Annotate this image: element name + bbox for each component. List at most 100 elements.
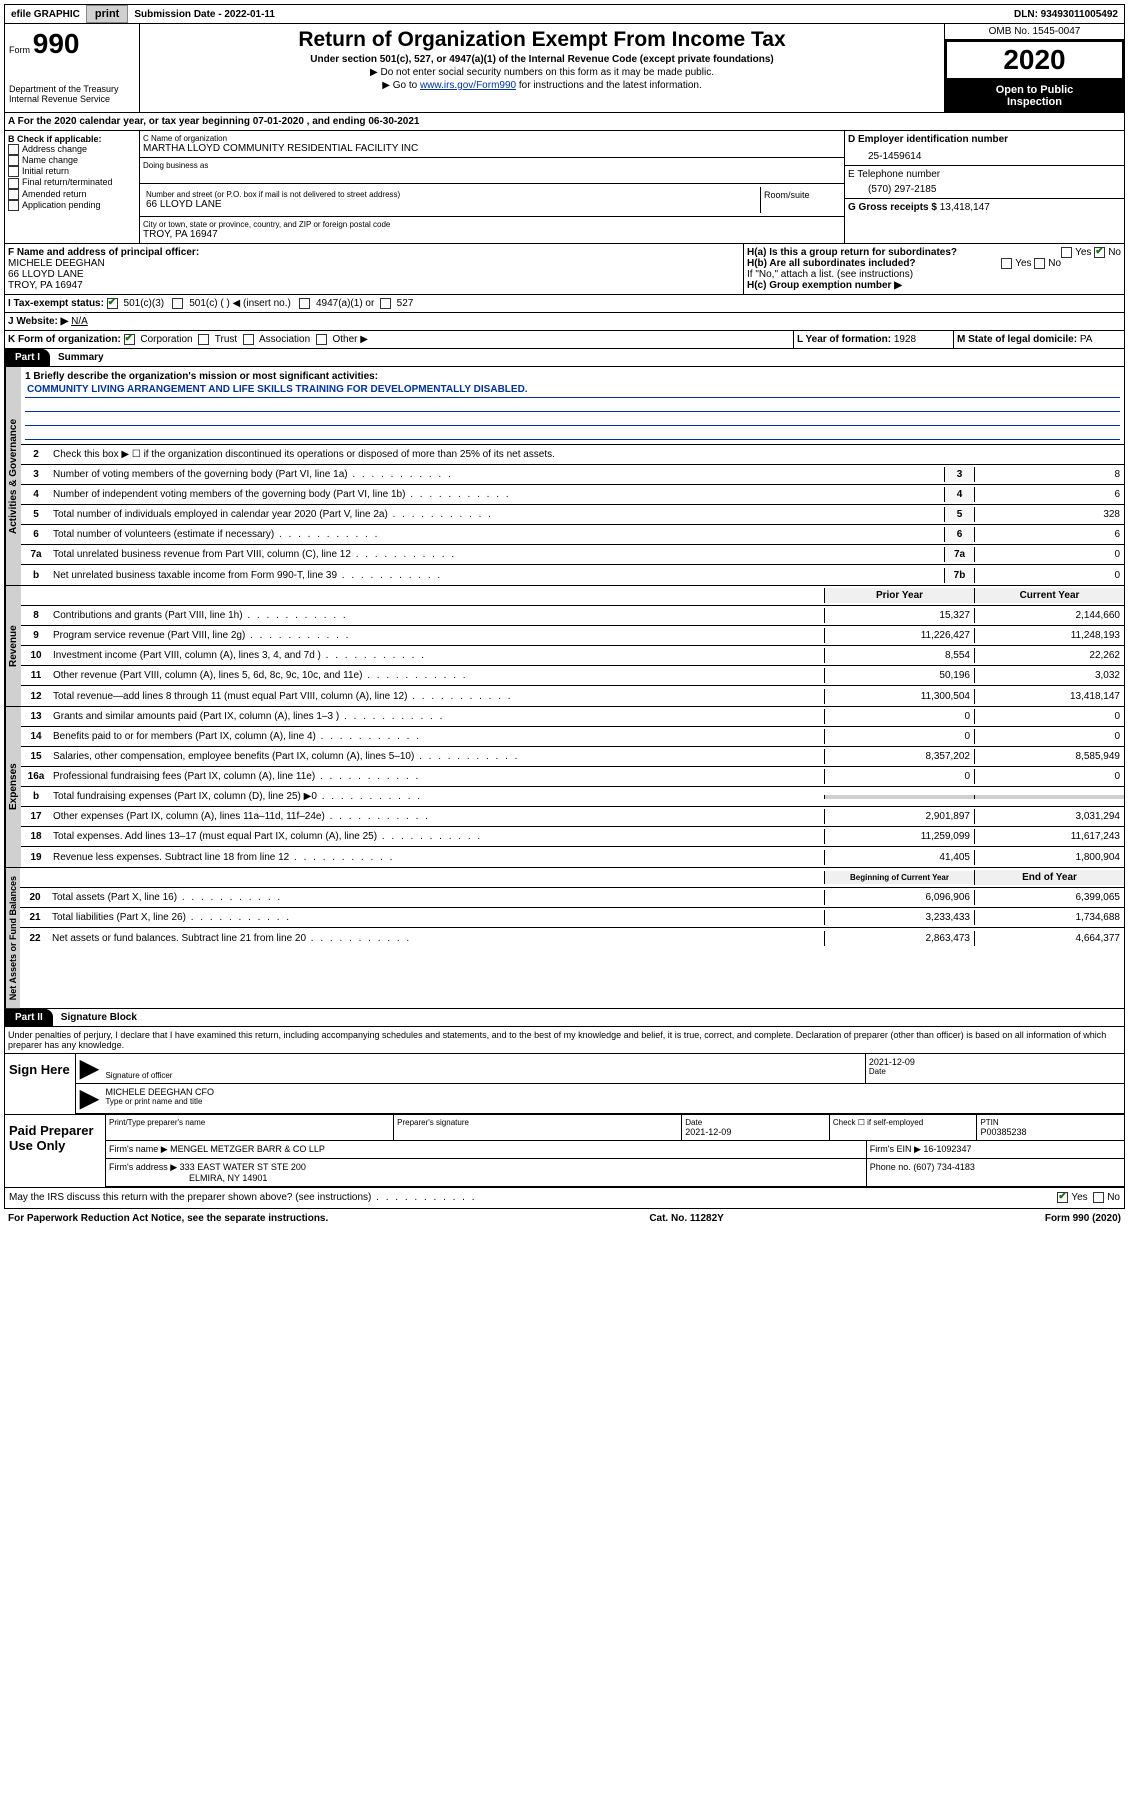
officer-label: F Name and address of principal officer: xyxy=(8,247,740,258)
sign-here-label: Sign Here xyxy=(5,1054,75,1114)
tax-status-row: I Tax-exempt status: 501(c)(3) 501(c) ( … xyxy=(4,295,1125,313)
checkbox-trust[interactable] xyxy=(198,334,209,345)
net-assets-block: Net Assets or Fund Balances Beginning of… xyxy=(4,868,1125,1009)
discuss-text: May the IRS discuss this return with the… xyxy=(9,1192,477,1203)
form-title: Return of Organization Exempt From Incom… xyxy=(144,28,940,52)
room-label: Room/suite xyxy=(761,187,841,213)
table-row: 21Total liabilities (Part X, line 26)3,2… xyxy=(20,908,1124,928)
street-label: Number and street (or P.O. box if mail i… xyxy=(146,190,757,199)
checkbox-final-return[interactable] xyxy=(8,178,19,189)
checkbox-row: Application pending xyxy=(8,200,136,211)
table-row: 22Net assets or fund balances. Subtract … xyxy=(20,928,1124,948)
firm-addr2: ELMIRA, NY 14901 xyxy=(109,1173,863,1183)
officer-addr1: 66 LLOYD LANE xyxy=(8,269,740,280)
part1-badge: Part I xyxy=(5,349,50,366)
checkbox-assoc[interactable] xyxy=(243,334,254,345)
table-row: bNet unrelated business taxable income f… xyxy=(21,565,1124,585)
org-form-label: K Form of organization: xyxy=(8,334,121,345)
topbar: efile GRAPHIC print Submission Date - 20… xyxy=(4,4,1125,24)
footer-center: Cat. No. 11282Y xyxy=(649,1213,723,1224)
hb-no[interactable] xyxy=(1034,258,1045,269)
table-row: 3Number of voting members of the governi… xyxy=(21,465,1124,485)
prior-year-header: Prior Year xyxy=(824,588,974,603)
website-row: J Website: ▶ N/A xyxy=(4,313,1125,331)
table-row: 20Total assets (Part X, line 16)6,096,90… xyxy=(20,888,1124,908)
phone-label: E Telephone number xyxy=(848,169,1121,180)
expenses-block: Expenses 13Grants and similar amounts pa… xyxy=(4,707,1125,868)
inspection-2: Inspection xyxy=(949,96,1120,108)
vert-revenue: Revenue xyxy=(5,586,21,706)
part1-header-row: Part I Summary xyxy=(4,349,1125,367)
prep-date: 2021-12-09 xyxy=(685,1127,826,1137)
firm-addr1: 333 EAST WATER ST STE 200 xyxy=(180,1162,306,1172)
revenue-block: Revenue Prior Year Current Year 8Contrib… xyxy=(4,586,1125,707)
mission-text: COMMUNITY LIVING ARRANGEMENT AND LIFE SK… xyxy=(25,382,1120,398)
checkbox-name-change[interactable] xyxy=(8,155,19,166)
org-form-row: K Form of organization: Corporation Trus… xyxy=(4,331,1125,349)
line2-text: Check this box ▶ ☐ if the organization d… xyxy=(51,447,1124,462)
discuss-no[interactable] xyxy=(1093,1192,1104,1203)
checkbox-other[interactable] xyxy=(316,334,327,345)
checkbox-4947[interactable] xyxy=(299,298,310,309)
gross-label: G Gross receipts $ xyxy=(848,202,937,213)
footer-left: For Paperwork Reduction Act Notice, see … xyxy=(8,1213,328,1224)
discuss-yes[interactable] xyxy=(1057,1192,1068,1203)
part1-title: Summary xyxy=(50,352,104,363)
checkbox-501c3[interactable] xyxy=(107,298,118,309)
checkbox-application-pending[interactable] xyxy=(8,200,19,211)
table-row: 10Investment income (Part VIII, column (… xyxy=(21,646,1124,666)
ha-yes[interactable] xyxy=(1061,247,1072,258)
arrow-icon: ▶ xyxy=(76,1084,102,1113)
domicile-label: M State of legal domicile: xyxy=(957,334,1077,345)
ha-no[interactable] xyxy=(1094,247,1105,258)
arrow-icon: ▶ xyxy=(76,1054,102,1083)
formation-label: L Year of formation: xyxy=(797,334,891,345)
firm-name-label: Firm's name ▶ xyxy=(109,1144,168,1154)
website-label: J Website: ▶ xyxy=(8,316,68,327)
city-value: TROY, PA 16947 xyxy=(143,229,841,240)
prep-phone-label: Phone no. xyxy=(870,1162,911,1172)
table-row: 4Number of independent voting members of… xyxy=(21,485,1124,505)
checkbox-row: Final return/terminated xyxy=(8,177,136,188)
website-value: N/A xyxy=(71,316,88,327)
hb-yes[interactable] xyxy=(1001,258,1012,269)
vert-net-assets: Net Assets or Fund Balances xyxy=(5,868,20,1008)
officer-typed-name: MICHELE DEEGHAN CFO xyxy=(105,1087,1121,1097)
checkbox-amended[interactable] xyxy=(8,189,19,200)
checkbox-527[interactable] xyxy=(380,298,391,309)
tax-status-label: I Tax-exempt status: xyxy=(8,298,104,309)
checkbox-corp[interactable] xyxy=(124,334,135,345)
org-name-label: C Name of organization xyxy=(143,134,841,143)
form-header: Form 990 Department of the Treasury Inte… xyxy=(4,24,1125,113)
table-row: 12Total revenue—add lines 8 through 11 (… xyxy=(21,686,1124,706)
subtitle-1: Under section 501(c), 527, or 4947(a)(1)… xyxy=(144,54,940,65)
checkbox-address-change[interactable] xyxy=(8,144,19,155)
line1-label: 1 Briefly describe the organization's mi… xyxy=(25,371,378,382)
subtitle-3-post: for instructions and the latest informat… xyxy=(516,80,702,91)
ha-label: H(a) Is this a group return for subordin… xyxy=(747,247,957,258)
table-row: 7aTotal unrelated business revenue from … xyxy=(21,545,1124,565)
table-row: 11Other revenue (Part VIII, column (A), … xyxy=(21,666,1124,686)
gross-value: 13,418,147 xyxy=(940,202,990,213)
firm-addr-label: Firm's address ▶ xyxy=(109,1162,177,1172)
city-label: City or town, state or province, country… xyxy=(143,220,841,229)
box-b-title: B Check if applicable: xyxy=(8,134,136,144)
officer-name: MICHELE DEEGHAN xyxy=(8,258,740,269)
checkbox-501c[interactable] xyxy=(172,298,183,309)
page-footer: For Paperwork Reduction Act Notice, see … xyxy=(4,1209,1125,1228)
irs-link[interactable]: www.irs.gov/Form990 xyxy=(420,80,516,91)
vert-governance: Activities & Governance xyxy=(5,367,21,585)
sig-officer-label: Signature of officer xyxy=(105,1071,861,1080)
self-emp-label: Check ☐ if self-employed xyxy=(833,1118,974,1127)
form-prefix: Form xyxy=(9,45,30,55)
checkbox-row: Initial return xyxy=(8,166,136,177)
sig-date: 2021-12-09 xyxy=(869,1057,1121,1067)
checkbox-initial-return[interactable] xyxy=(8,166,19,177)
beg-year-header: Beginning of Current Year xyxy=(824,871,974,884)
print-button[interactable]: print xyxy=(86,5,128,23)
table-row: 5Total number of individuals employed in… xyxy=(21,505,1124,525)
submission-date: Submission Date - 2022-01-11 xyxy=(128,7,281,22)
tax-year: 2020 xyxy=(947,42,1122,78)
table-row: 17Other expenses (Part IX, column (A), l… xyxy=(21,807,1124,827)
phone-value: (570) 297-2185 xyxy=(848,180,1121,195)
